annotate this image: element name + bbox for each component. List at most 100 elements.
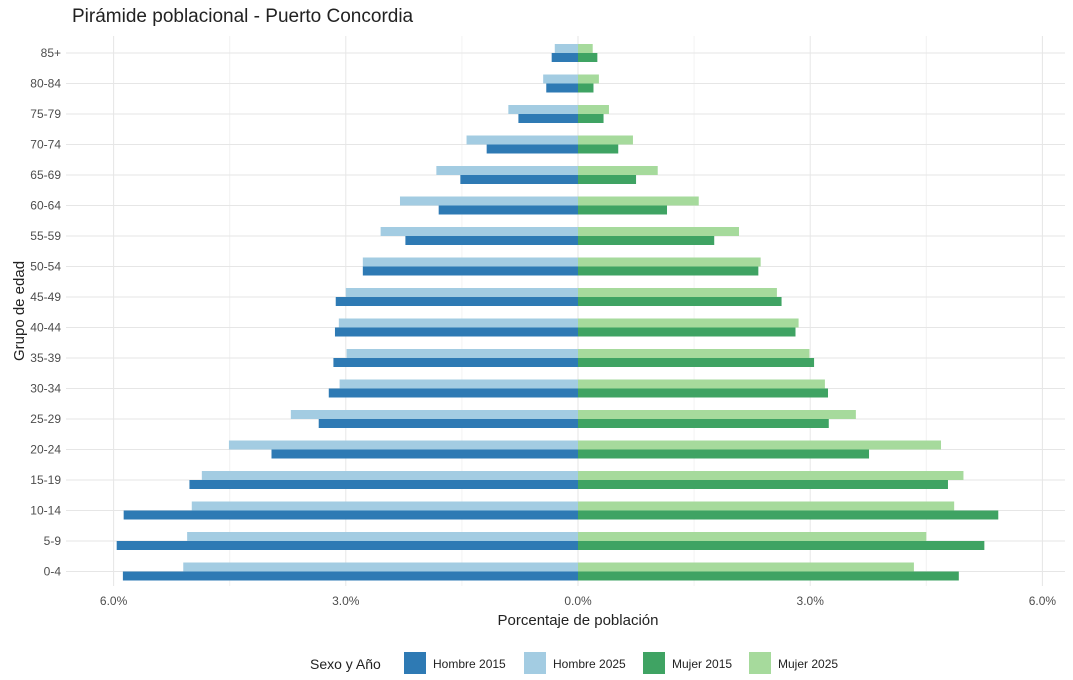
x-tick-label: 3.0% [797, 594, 825, 608]
bar-mujer-2025-50-54 [578, 257, 761, 267]
legend-label-hombre-2015: Hombre 2015 [433, 657, 506, 671]
bar-hombre-2025-20-24 [228, 440, 578, 450]
y-tick-label: 60-64 [30, 199, 61, 213]
y-tick-label: 75-79 [30, 107, 61, 121]
y-tick-label: 50-54 [30, 260, 61, 274]
bar-mujer-2025-40-44 [578, 318, 799, 328]
y-tick-label: 25-29 [30, 412, 61, 426]
bars-layer [116, 44, 999, 581]
bar-mujer-2015-10-14 [578, 510, 999, 520]
bar-hombre-2015-15-19 [189, 480, 578, 489]
bar-hombre-2025-0-4 [183, 562, 578, 572]
bar-mujer-2025-20-24 [578, 440, 942, 450]
bar-hombre-2015-30-34 [328, 388, 578, 398]
bar-mujer-2015-50-54 [578, 266, 759, 276]
y-tick-label: 35-39 [30, 351, 61, 365]
bar-hombre-2025-85+ [554, 44, 578, 53]
legend-label-hombre-2025: Hombre 2025 [553, 657, 626, 671]
y-tick-label: 40-44 [30, 321, 61, 335]
bar-mujer-2025-85+ [578, 44, 593, 53]
bar-mujer-2025-70-74 [578, 135, 633, 145]
legend-swatch-hombre-2015 [404, 652, 426, 674]
bar-hombre-2025-50-54 [362, 257, 578, 267]
y-tick-label: 65-69 [30, 168, 61, 182]
bar-mujer-2015-65-69 [578, 175, 637, 184]
y-tick-label: 80-84 [30, 77, 61, 91]
bar-mujer-2015-55-59 [578, 236, 715, 245]
bar-mujer-2015-60-64 [578, 205, 668, 215]
bar-mujer-2015-70-74 [578, 144, 619, 154]
legend-label-mujer-2025: Mujer 2025 [778, 657, 838, 671]
bar-hombre-2015-0-4 [122, 571, 578, 581]
bar-hombre-2015-80-84 [546, 83, 578, 93]
bar-mujer-2015-75-79 [578, 114, 604, 123]
x-axis-title: Porcentaje de población [498, 612, 659, 629]
bar-hombre-2015-5-9 [116, 541, 579, 550]
bar-hombre-2015-85+ [551, 53, 578, 62]
bar-hombre-2025-55-59 [380, 227, 578, 236]
bar-hombre-2015-70-74 [486, 144, 578, 154]
chart-title: Pirámide poblacional - Puerto Concordia [72, 6, 414, 27]
bar-hombre-2025-40-44 [338, 318, 578, 328]
bar-mujer-2025-60-64 [578, 196, 699, 206]
legend-swatch-mujer-2015 [643, 652, 665, 674]
y-tick-label: 0-4 [44, 565, 62, 579]
bar-hombre-2025-60-64 [399, 196, 578, 206]
x-tick-labels: 6.0% 3.0% 0.0% 3.0% 6.0% [100, 594, 1056, 608]
bar-mujer-2015-85+ [578, 53, 598, 62]
legend-title: Sexo y Año [310, 656, 381, 672]
bar-mujer-2025-35-39 [578, 349, 810, 358]
bar-mujer-2025-65-69 [578, 166, 658, 175]
bar-hombre-2025-65-69 [436, 166, 578, 175]
x-tick-label: 3.0% [332, 594, 360, 608]
y-tick-labels: 0-4 5-9 10-14 15-19 20-24 25-29 30-34 35-39 40-4… [30, 46, 61, 579]
bar-mujer-2015-25-29 [578, 419, 829, 428]
y-tick-label: 20-24 [30, 443, 61, 457]
y-tick-label: 70-74 [30, 138, 61, 152]
bar-hombre-2015-65-69 [460, 175, 578, 184]
bar-hombre-2015-40-44 [334, 327, 578, 337]
legend-label-mujer-2015: Mujer 2015 [672, 657, 732, 671]
bar-hombre-2015-60-64 [438, 205, 578, 215]
bar-hombre-2025-75-79 [508, 105, 578, 114]
bar-hombre-2015-45-49 [335, 297, 578, 306]
bar-mujer-2015-35-39 [578, 358, 815, 367]
bar-hombre-2025-25-29 [290, 410, 578, 419]
bar-hombre-2025-10-14 [191, 501, 579, 511]
bar-mujer-2015-15-19 [578, 480, 948, 489]
bar-hombre-2015-25-29 [318, 419, 578, 428]
bar-mujer-2025-30-34 [578, 379, 825, 389]
x-tick-label: 6.0% [1029, 594, 1057, 608]
y-axis-title: Grupo de edad [11, 261, 28, 361]
bar-mujer-2025-5-9 [578, 532, 927, 541]
x-tick-label: 6.0% [100, 594, 128, 608]
y-tick-label: 45-49 [30, 290, 61, 304]
bar-mujer-2025-10-14 [578, 501, 955, 511]
bar-hombre-2025-15-19 [201, 471, 578, 480]
bar-hombre-2015-10-14 [123, 510, 579, 520]
bar-mujer-2015-30-34 [578, 388, 829, 398]
legend-swatch-hombre-2025 [524, 652, 546, 674]
bar-hombre-2025-35-39 [346, 349, 578, 358]
bar-mujer-2015-5-9 [578, 541, 985, 550]
bar-mujer-2025-55-59 [578, 227, 739, 236]
bar-mujer-2015-0-4 [578, 571, 959, 581]
bar-hombre-2025-80-84 [543, 74, 578, 84]
bar-mujer-2025-75-79 [578, 105, 609, 114]
bar-mujer-2025-80-84 [578, 74, 599, 84]
bar-hombre-2015-55-59 [405, 236, 578, 245]
bar-mujer-2015-40-44 [578, 327, 796, 337]
bar-hombre-2025-45-49 [345, 288, 578, 297]
bar-hombre-2025-30-34 [339, 379, 578, 389]
y-tick-label: 5-9 [44, 534, 62, 548]
bar-hombre-2025-5-9 [187, 532, 578, 541]
bar-mujer-2015-20-24 [578, 449, 870, 459]
bar-mujer-2025-45-49 [578, 288, 777, 297]
legend: Sexo y Año Hombre 2015 Hombre 2025 Mujer 2… [310, 652, 838, 674]
bar-hombre-2015-20-24 [271, 449, 578, 459]
y-tick-label: 85+ [41, 46, 61, 60]
y-tick-label: 10-14 [30, 504, 61, 518]
y-tick-label: 55-59 [30, 229, 61, 243]
